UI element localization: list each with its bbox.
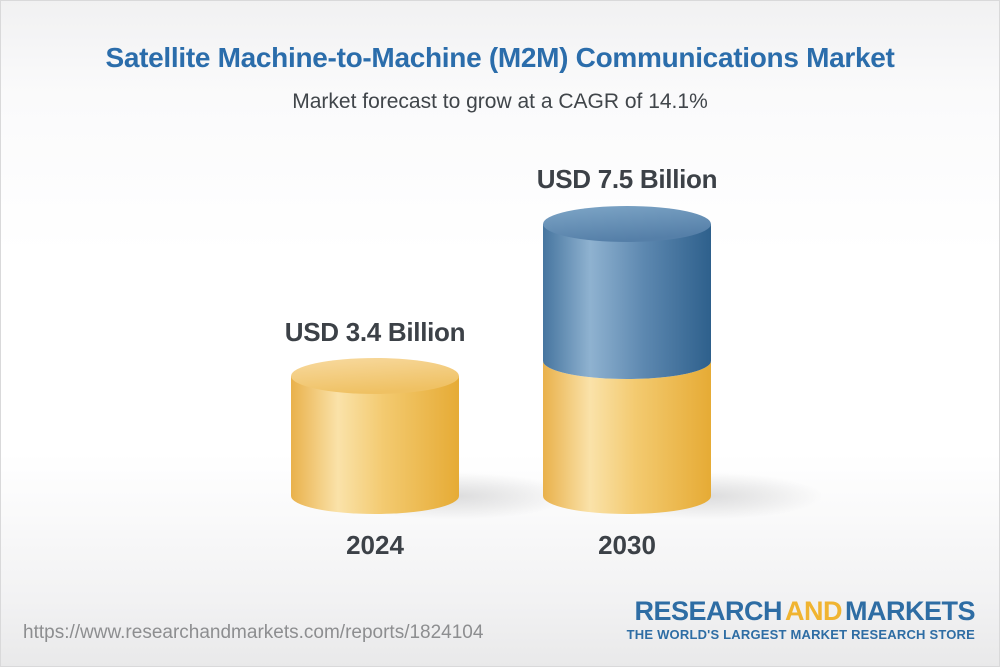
chart-subtitle: Market forecast to grow at a CAGR of 14.… xyxy=(292,90,708,113)
logo-tagline: THE WORLD'S LARGEST MARKET RESEARCH STOR… xyxy=(626,627,975,642)
cylinder-top-2030 xyxy=(543,206,711,242)
value-label-2024: USD 3.4 Billion xyxy=(284,317,466,347)
page-title: Satellite Machine-to-Machine (M2M) Commu… xyxy=(105,42,895,73)
logo-word-markets: MARKETS xyxy=(845,596,976,626)
cylinder-bar-2024 xyxy=(291,358,459,514)
logo-wordmark: RESEARCH AND MARKETS xyxy=(627,598,975,625)
cylinder-bar-2030 xyxy=(543,206,711,514)
segment-2030-base xyxy=(543,361,711,514)
category-label-2024: 2024 xyxy=(346,530,404,560)
value-label-2030: USD 7.5 Billion xyxy=(536,164,718,194)
logo-word-research: RESEARCH xyxy=(634,596,782,626)
logo-word-and: AND xyxy=(785,596,843,626)
segment-2024-base xyxy=(291,358,459,514)
report-url: https://www.researchandmarkets.com/repor… xyxy=(23,622,484,643)
segment-2030-growth xyxy=(543,206,711,379)
cylinder-top-2024 xyxy=(291,358,459,394)
research-and-markets-logo: RESEARCH AND MARKETS THE WORLD'S LARGEST M… xyxy=(626,598,976,642)
category-label-2030: 2030 xyxy=(598,530,656,560)
